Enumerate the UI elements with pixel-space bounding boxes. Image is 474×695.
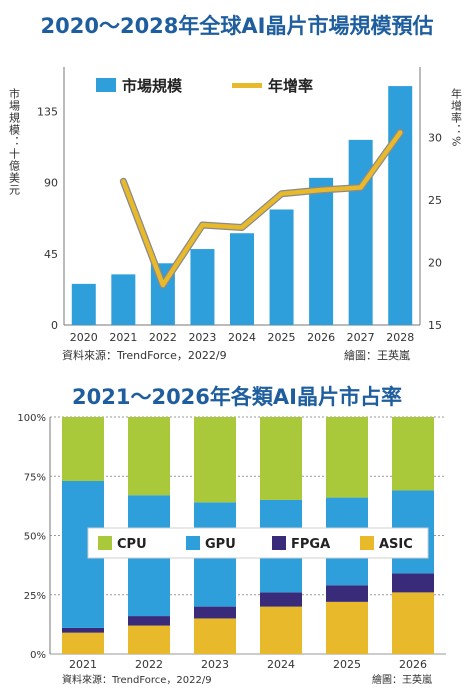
source-note: 資料來源：TrendForce，2022/9 (62, 348, 227, 362)
source-note: 資料來源：TrendForce，2022/9 (62, 673, 212, 686)
share-segment-cpu (128, 417, 170, 496)
legend-label-asic: ASIC (379, 537, 413, 552)
x-tick-label: 2021 (109, 331, 137, 344)
y-tick-label: 0% (30, 650, 46, 661)
y2-tick-label: 25 (428, 194, 442, 207)
x-tick-label: 2026 (399, 658, 427, 671)
share-segment-asic (194, 618, 236, 654)
x-tick-label: 2024 (228, 331, 256, 344)
share-segment-fpga (392, 573, 434, 593)
credit-note: 繪圖：王英嵐 (344, 348, 410, 362)
market-size-chart: 2020～2028年全球AI晶片市場規模預估0459013515202530市場… (8, 14, 463, 362)
x-tick-label: 2025 (333, 658, 361, 671)
chart-title: 2020～2028年全球AI晶片市場規模預估 (41, 14, 434, 38)
x-tick-label: 2025 (268, 331, 296, 344)
x-tick-label: 2023 (201, 658, 229, 671)
y-tick-label: 0 (51, 319, 58, 332)
y-tick-label: 100% (17, 413, 46, 424)
x-tick-label: 2024 (267, 658, 295, 671)
share-segment-asic (260, 606, 302, 654)
market-size-bar (388, 86, 413, 325)
legend-label-growth: 年增率 (268, 77, 313, 95)
x-tick-label: 2023 (188, 331, 216, 344)
share-segment-cpu (260, 417, 302, 500)
market-size-bar (71, 283, 96, 325)
share-segment-fpga (194, 606, 236, 619)
share-segment-cpu (326, 417, 368, 498)
y-tick-label: 90 (44, 177, 58, 190)
legend-swatch-asic (360, 536, 374, 550)
x-tick-label: 2021 (69, 658, 97, 671)
share-segment-cpu (392, 417, 434, 491)
legend-label-market-size: 市場規模 (122, 77, 183, 95)
y-tick-label: 50% (24, 532, 46, 543)
y2-tick-label: 30 (428, 132, 442, 145)
x-tick-label: 2028 (386, 331, 414, 344)
y-tick-label: 45 (44, 248, 58, 261)
share-segment-asic (392, 592, 434, 654)
market-size-bar (348, 139, 373, 325)
y-tick-label: 75% (24, 472, 46, 483)
share-segment-fpga (62, 627, 104, 633)
legend-swatch-market-size (96, 78, 116, 92)
share-segment-fpga (260, 592, 302, 607)
market-size-bar (111, 274, 136, 325)
market-share-chart: 2021～2026年各類AI晶片市占率 0% 25% 50% 75% 100% 2021 20… (17, 385, 446, 686)
legend-swatch-cpu (98, 536, 112, 550)
legend-swatch-fpga (272, 536, 286, 550)
legend-swatch-growth (232, 83, 262, 88)
market-size-bar (269, 209, 294, 325)
market-size-bar (190, 249, 215, 325)
market-size-bar (230, 233, 254, 325)
x-tick-label: 2020 (70, 331, 98, 344)
y2-axis-label: 年增率：% (450, 87, 463, 148)
chart-title: 2021～2026年各類AI晶片市占率 (72, 385, 402, 409)
share-segment-asic (62, 632, 104, 654)
x-tick-label: 2026 (307, 331, 335, 344)
share-segment-fpga (128, 616, 170, 626)
share-segment-cpu (194, 417, 236, 503)
legend-swatch-gpu (186, 536, 200, 550)
x-tick-label: 2022 (135, 658, 163, 671)
y-tick-label: 135 (37, 105, 58, 118)
credit-note: 繪圖：王英嵐 (372, 673, 432, 686)
share-segment-cpu (62, 417, 104, 481)
legend-label-cpu: CPU (117, 537, 147, 552)
x-tick-label: 2027 (347, 331, 375, 344)
y-axis-label: 市場規模：十億美元 (8, 87, 21, 196)
y-tick-label: 25% (24, 591, 46, 602)
share-segment-fpga (326, 585, 368, 602)
share-segment-asic (128, 625, 170, 654)
legend-label-gpu: GPU (205, 537, 236, 552)
share-segment-asic (326, 601, 368, 654)
x-tick-label: 2022 (149, 331, 177, 344)
y2-tick-label: 15 (428, 319, 442, 332)
growth-line (121, 130, 403, 288)
y2-tick-label: 20 (428, 257, 442, 270)
market-size-bar (309, 177, 334, 325)
legend-label-fpga: FPGA (291, 537, 330, 552)
